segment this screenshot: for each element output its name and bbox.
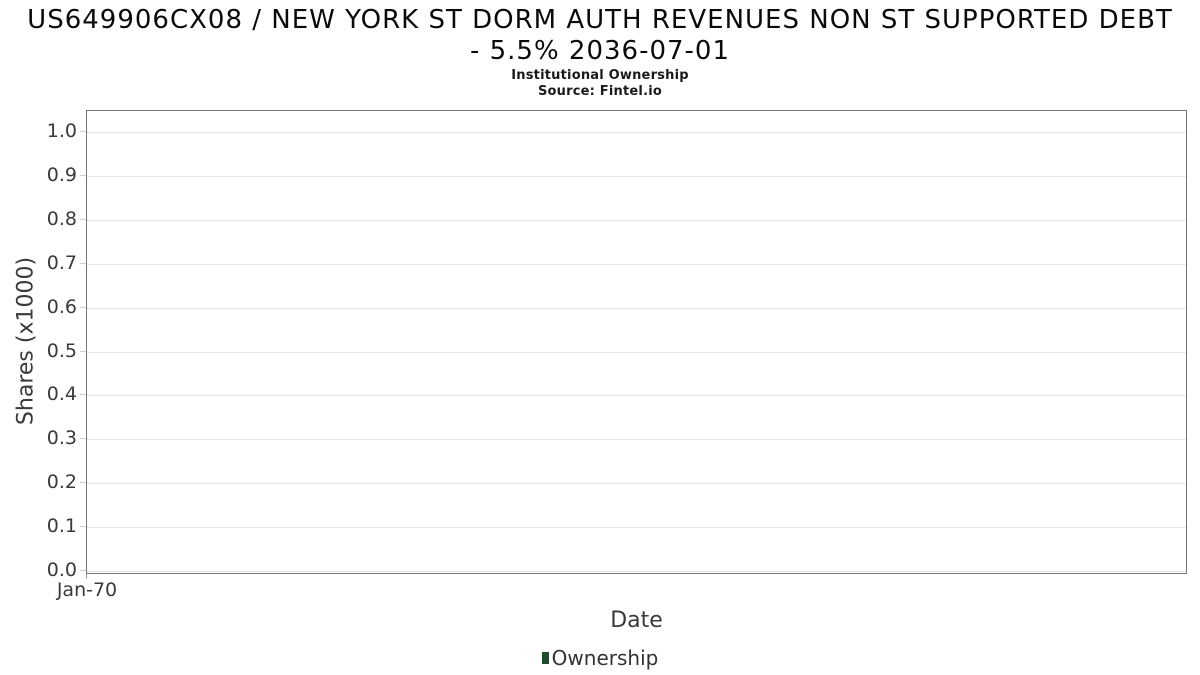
- y-tick-mark: [80, 218, 86, 220]
- y-tick-mark: [80, 570, 86, 571]
- y-tick-mark: [80, 438, 86, 440]
- y-tick-mark: [80, 306, 86, 308]
- y-tick-label: 0.8: [46, 207, 77, 230]
- chart-source: Source: Fintel.io: [537, 84, 662, 99]
- gridline: [87, 175, 1186, 177]
- legend: Ownership: [0, 645, 1200, 671]
- gridline: [87, 351, 1186, 353]
- y-tick-label: 0.7: [46, 251, 77, 274]
- y-tick-mark: [80, 350, 86, 352]
- y-tick-label: 0.9: [46, 163, 77, 186]
- x-axis-label: Date: [610, 608, 663, 633]
- y-tick-mark: [80, 131, 86, 132]
- gridline: [87, 132, 1186, 133]
- y-tick-label: 0.1: [46, 515, 77, 538]
- gridline: [87, 307, 1186, 309]
- legend-label: Ownership: [551, 646, 659, 670]
- y-tick-mark: [80, 174, 86, 176]
- y-tick-mark: [80, 482, 86, 484]
- y-tick-mark: [80, 394, 86, 396]
- y-tick-label: 0.4: [46, 383, 77, 406]
- legend-marker-icon: [541, 652, 549, 664]
- y-tick-label: 0.2: [46, 471, 77, 494]
- y-tick-label: 0.0: [46, 559, 77, 581]
- y-tick-label: 0.3: [46, 427, 77, 450]
- y-tick-label: 0.5: [46, 339, 77, 362]
- y-tick-mark: [80, 262, 86, 264]
- chart-title: US649906CX08 / NEW YORK ST DORM AUTH REV…: [27, 5, 1173, 66]
- gridline: [87, 571, 1186, 572]
- gridline: [87, 219, 1186, 221]
- y-tick-mark: [80, 526, 86, 528]
- legend-item-ownership[interactable]: Ownership: [541, 646, 659, 670]
- chart-subtitle: Institutional Ownership: [511, 68, 689, 83]
- x-tick-label: Jan-70: [56, 579, 118, 601]
- gridline: [87, 439, 1186, 441]
- x-tick-mark: [86, 574, 87, 579]
- y-tick-label: 0.6: [46, 295, 77, 318]
- gridline: [87, 263, 1186, 265]
- plot-area: [86, 110, 1187, 574]
- gridline: [87, 483, 1186, 485]
- gridline: [87, 395, 1186, 397]
- gridline: [87, 527, 1186, 529]
- y-tick-label: 1.0: [46, 120, 77, 142]
